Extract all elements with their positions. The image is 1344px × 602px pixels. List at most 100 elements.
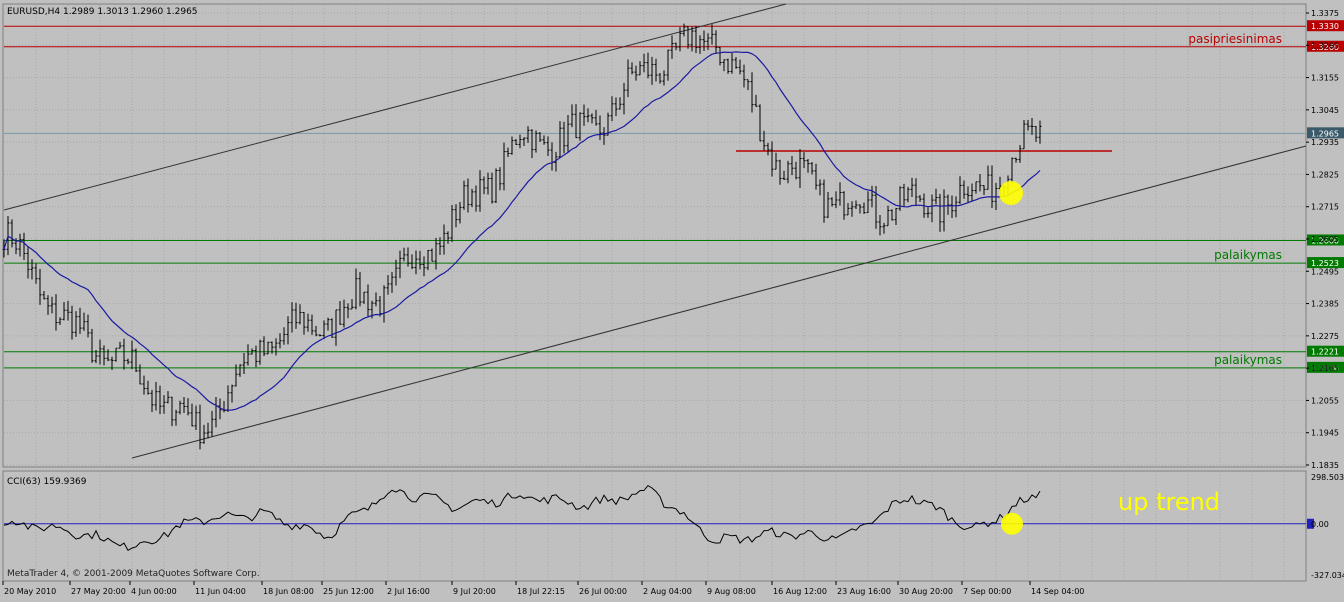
candle <box>106 349 110 362</box>
candle <box>46 295 50 315</box>
candle <box>38 268 42 305</box>
price-highlight-marker <box>999 181 1023 205</box>
candle <box>278 333 282 349</box>
candle <box>918 195 922 202</box>
channel-upper-line[interactable] <box>3 3 787 211</box>
candle <box>830 197 834 207</box>
candle <box>18 233 22 257</box>
candle <box>902 183 906 207</box>
channel-lower-line[interactable] <box>131 145 1307 459</box>
candle <box>518 134 522 149</box>
candle <box>666 49 670 81</box>
candle <box>626 59 630 98</box>
cci-tick-label: -327.034 <box>1311 571 1344 580</box>
candle <box>210 410 214 437</box>
candle <box>434 237 438 270</box>
candle <box>866 191 870 214</box>
candle <box>706 33 710 50</box>
candle <box>766 142 770 156</box>
candle <box>474 185 478 212</box>
candle <box>250 348 254 355</box>
candle <box>74 311 78 337</box>
y-tick-label: 1.1835 <box>1311 461 1339 470</box>
candle <box>102 345 106 366</box>
candle <box>238 364 242 377</box>
candle <box>822 179 826 223</box>
candle <box>522 137 526 146</box>
candle <box>114 347 118 362</box>
candle <box>298 304 302 325</box>
candle <box>1014 157 1018 163</box>
x-tick-label: 7 Sep 00:00 <box>963 587 1011 596</box>
candle <box>670 35 674 59</box>
candle <box>662 70 666 86</box>
candle <box>186 398 190 416</box>
candle <box>806 159 810 173</box>
candle <box>402 247 406 262</box>
y-tick-label: 1.2935 <box>1311 138 1339 147</box>
y-tick-label: 1.3045 <box>1311 106 1339 115</box>
candle <box>246 344 250 366</box>
moving-average-line <box>3 51 1041 411</box>
cci-tick-label: 0.00 <box>1311 520 1329 529</box>
candle <box>510 136 514 155</box>
candle <box>630 62 634 75</box>
candle <box>322 320 326 340</box>
x-tick-label: 26 Jul 00:00 <box>579 587 627 596</box>
y-tick-label: 1.1945 <box>1311 429 1339 438</box>
candle <box>78 307 82 334</box>
candle <box>454 204 458 228</box>
candle <box>838 182 842 206</box>
candle <box>10 219 14 248</box>
candle <box>326 317 330 331</box>
x-tick-label: 11 Jun 04:00 <box>195 587 246 596</box>
cci-tick-label: 298.503 <box>1311 473 1344 482</box>
candle <box>502 142 506 191</box>
candle <box>286 316 290 345</box>
candle <box>570 104 574 128</box>
candle <box>610 96 614 122</box>
candle <box>314 325 318 337</box>
candle <box>770 141 774 177</box>
candle <box>274 338 278 356</box>
candle <box>558 121 562 159</box>
candle <box>966 186 970 204</box>
candle <box>738 59 742 75</box>
candle <box>530 129 534 159</box>
candle <box>858 204 862 214</box>
candle <box>58 317 62 325</box>
trend-channel <box>3 3 1307 459</box>
candle <box>538 132 542 142</box>
candle <box>122 338 126 370</box>
candle <box>190 403 194 427</box>
candle <box>1022 120 1026 150</box>
candle <box>622 82 626 115</box>
candle <box>954 196 958 218</box>
candle <box>546 136 550 157</box>
candle <box>914 178 918 206</box>
resistance-level-label: 1.3260 <box>1311 43 1339 52</box>
candle <box>810 162 814 175</box>
candle <box>1018 144 1022 163</box>
cci-panel-frame <box>2 470 1307 582</box>
candle <box>230 384 234 403</box>
price-panel-frame <box>2 3 1307 468</box>
candle <box>926 207 930 218</box>
candle <box>442 224 446 255</box>
y-tick-label: 1.2055 <box>1311 396 1339 405</box>
candle <box>798 148 802 189</box>
candle <box>178 400 182 415</box>
candle <box>50 296 54 314</box>
support-level-label: 1.2600 <box>1311 236 1339 245</box>
support-level-name: palaikymas <box>1214 248 1282 262</box>
candle <box>366 284 370 318</box>
support-level-name: palaikymas <box>1214 353 1282 367</box>
candle <box>414 250 418 275</box>
candle <box>42 291 46 300</box>
candle <box>1026 119 1030 131</box>
candle <box>334 309 338 346</box>
candle <box>202 424 206 444</box>
resistance-level-tag <box>1307 20 1344 32</box>
candle <box>166 391 170 404</box>
